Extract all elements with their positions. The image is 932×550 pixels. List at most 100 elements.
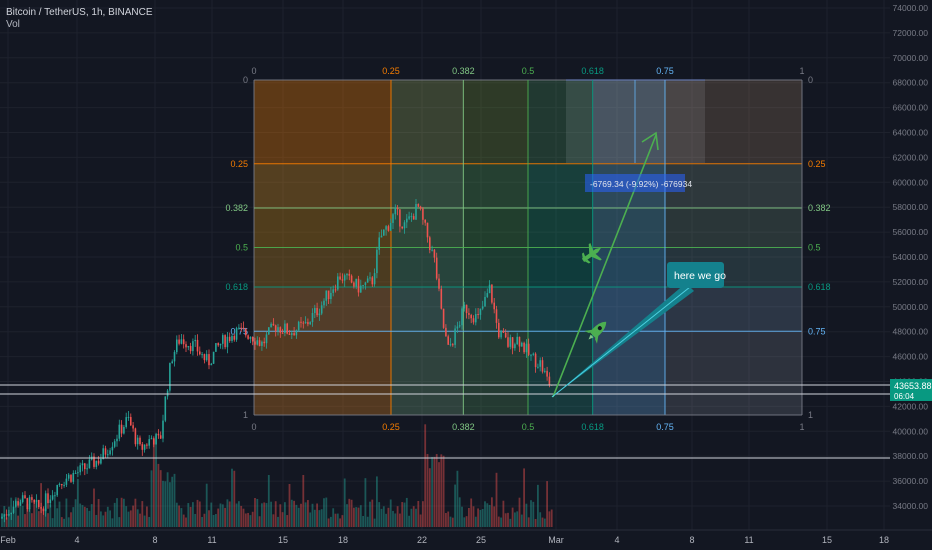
candle-body: [438, 278, 440, 289]
candle-body: [249, 336, 252, 339]
volume-bar: [79, 503, 82, 527]
volume-bar: [456, 470, 459, 527]
candle-body: [454, 328, 456, 345]
time-scale[interactable]: Feb 4 8 11 15 18 22 25 Mar 4 8 11 15 18: [0, 529, 932, 545]
candle-body: [189, 345, 192, 352]
candle-body: [475, 314, 477, 323]
candle-body: [371, 277, 374, 285]
candle-body: [304, 322, 307, 324]
volume-bar: [334, 513, 337, 527]
time-tick-label: 22: [417, 535, 427, 545]
volume-bar: [231, 468, 233, 527]
volume-indicator-label[interactable]: Vol: [6, 19, 20, 30]
volume-bar: [136, 509, 139, 527]
candle-body: [35, 499, 38, 503]
time-tick-label: 18: [879, 535, 889, 545]
candle-body: [412, 216, 415, 220]
fib-top-label: 0.618: [581, 66, 604, 76]
volume-bar: [63, 518, 65, 527]
volume-bar: [173, 473, 176, 527]
volume-bar: [270, 501, 272, 527]
candle-body: [256, 340, 259, 345]
candle-body: [187, 345, 190, 348]
volume-bar: [320, 509, 323, 527]
volume-bar: [288, 483, 291, 527]
candle-body: [201, 354, 203, 356]
volume-bar: [486, 503, 489, 527]
volume-bar: [440, 454, 443, 527]
volume-bar: [332, 508, 335, 527]
candle-body: [546, 370, 548, 377]
volume-bar: [274, 501, 277, 527]
candle-body: [54, 495, 56, 497]
volume-bar: [539, 512, 542, 527]
candle-body: [523, 342, 525, 353]
volume-bar: [261, 503, 263, 527]
candle-body: [120, 424, 123, 434]
volume-bar: [242, 508, 245, 527]
chart-header: Bitcoin / TetherUS, 1h, BINANCE Vol: [6, 7, 153, 31]
candle-body: [162, 420, 164, 439]
candle-body: [507, 337, 509, 347]
price-tick-label: 38000.00: [893, 451, 929, 461]
volume-bar: [537, 484, 539, 527]
volume-bar: [550, 509, 553, 527]
volume-bar: [267, 474, 270, 527]
volume-bar: [180, 508, 183, 527]
candle-body: [93, 456, 95, 467]
candle-body: [19, 502, 22, 506]
candle-body: [238, 327, 240, 329]
volume-bar: [424, 424, 427, 527]
candle-body: [309, 322, 311, 325]
candle-body: [417, 204, 420, 207]
price-scale[interactable]: 74000.00 72000.00 70000.00 68000.00 66000.00…: [890, 0, 932, 530]
candle-body: [387, 226, 390, 231]
volume-bar: [504, 513, 507, 527]
candle-body: [235, 328, 238, 340]
volume-bar: [171, 476, 174, 527]
candle-body: [348, 273, 351, 276]
candle-body: [70, 474, 72, 482]
volume-bar: [178, 505, 180, 527]
candle-body: [504, 332, 507, 338]
fib-right-label: 0.75: [808, 326, 826, 336]
volume-bar: [412, 506, 415, 527]
trend-arrow-head: [641, 131, 659, 151]
candle-body: [102, 448, 104, 459]
candle-body: [325, 290, 328, 301]
candle-body: [254, 341, 256, 345]
candle-body: [65, 478, 68, 485]
volume-bars: [1, 424, 553, 527]
volume-bar: [353, 507, 355, 527]
volume-bar: [77, 478, 79, 527]
volume-bar: [224, 507, 226, 527]
candle-body: [265, 334, 268, 344]
fib-left-label: 0.25: [230, 159, 248, 169]
volume-bar: [433, 456, 436, 527]
volume-bar: [327, 518, 330, 527]
volume-bar: [157, 463, 160, 527]
candle-body: [401, 226, 403, 229]
volume-bar: [546, 481, 548, 527]
volume-bar: [500, 517, 502, 527]
volume-bar: [541, 517, 544, 527]
volume-bar: [341, 515, 344, 527]
measure-label[interactable]: -6769.34 (-9.92%) -676934: [585, 174, 692, 192]
callout-box[interactable]: here we go: [667, 262, 726, 288]
candle-body: [403, 222, 406, 229]
volume-bar: [244, 513, 247, 527]
volume-bar: [401, 502, 404, 527]
candle-body: [277, 327, 279, 332]
candle-body: [228, 336, 231, 341]
volume-bar: [143, 515, 146, 527]
volume-bar: [316, 503, 318, 527]
price-tick-label: 70000.00: [893, 53, 929, 63]
symbol-title[interactable]: Bitcoin / TetherUS, 1h, BINANCE: [6, 7, 153, 18]
candle-body: [242, 327, 245, 329]
volume-bar: [1, 513, 3, 527]
candle-body: [334, 289, 337, 291]
candle-body: [534, 353, 537, 368]
candle-body: [320, 305, 323, 314]
